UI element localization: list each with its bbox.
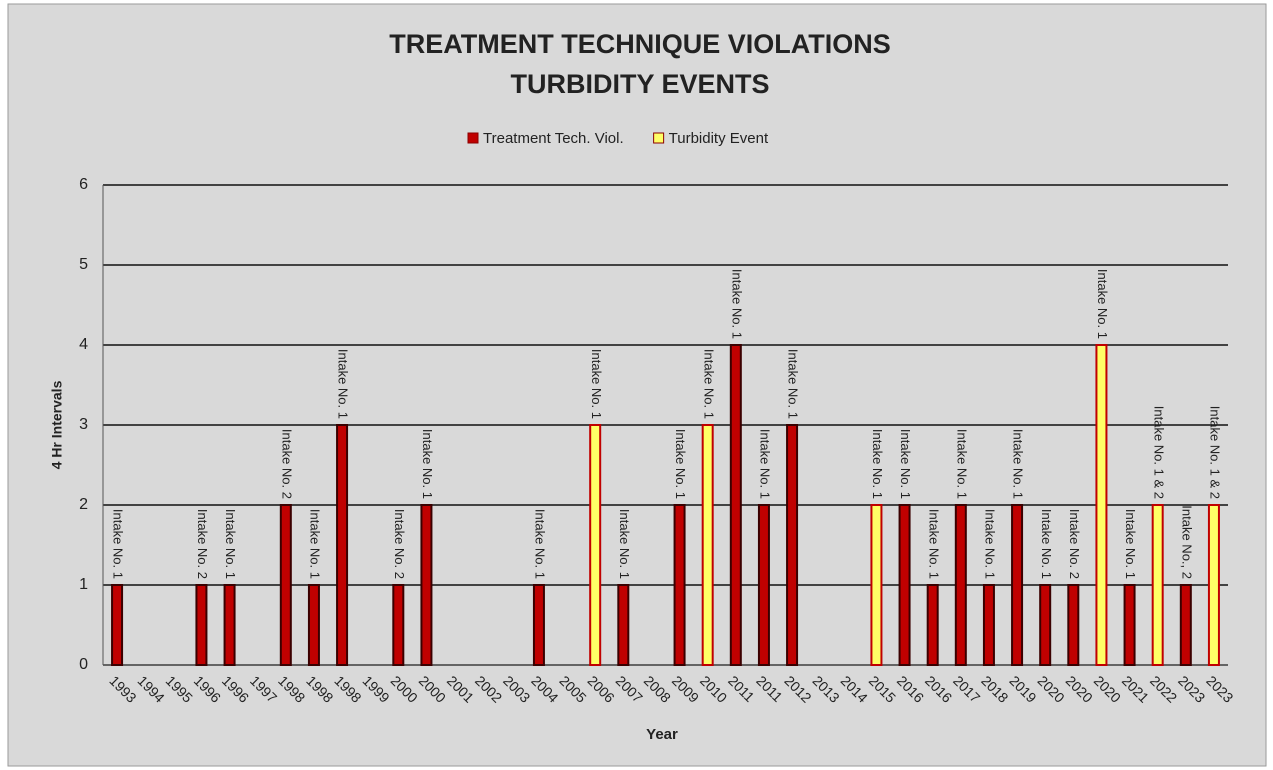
bar — [1067, 584, 1080, 666]
data-label: Intake No. 1 & 2 — [1151, 406, 1166, 499]
data-label: Intake No. 1 — [308, 509, 323, 579]
bar — [111, 584, 124, 666]
y-tick-label: 1 — [79, 576, 88, 593]
data-label: Intake No. 1 — [983, 509, 998, 579]
bar — [532, 584, 545, 666]
data-label: Intake No. 2 — [1067, 509, 1082, 579]
y-axis-title: 4 Hr Intervals — [49, 380, 65, 469]
bar — [617, 584, 630, 666]
bar — [1207, 504, 1220, 666]
bar — [673, 504, 686, 666]
bar — [870, 504, 883, 666]
bar — [898, 504, 911, 666]
chart-subtitle: TURBIDITY EVENTS — [510, 69, 769, 99]
y-tick-label: 2 — [79, 496, 88, 513]
bar — [1123, 584, 1136, 666]
bar — [982, 584, 995, 666]
data-label: Intake No. 1 — [223, 509, 238, 579]
data-label: Intake No. 1 — [1039, 509, 1054, 579]
bar — [954, 504, 967, 666]
bar — [1095, 344, 1108, 666]
data-label: Intake No. 2 — [392, 509, 407, 579]
bar — [926, 584, 939, 666]
data-label: Intake No. 1 — [1011, 429, 1026, 499]
y-tick-label: 3 — [79, 416, 88, 433]
bar — [336, 424, 349, 666]
bar — [420, 504, 433, 666]
data-label: Intake No. 1 — [617, 509, 632, 579]
data-label: Intake No. 1 — [533, 509, 548, 579]
data-label: Intake No. 1 — [111, 509, 126, 579]
data-label: Intake No. 1 — [758, 429, 773, 499]
data-label: Intake No. 1 — [898, 429, 913, 499]
bar — [589, 424, 602, 666]
data-label: Intake No. 2 — [195, 509, 210, 579]
data-label: Intake No. 1 — [926, 509, 941, 579]
chart-background — [7, 3, 1267, 767]
legend-label: Treatment Tech. Viol. — [483, 130, 624, 147]
bar — [223, 584, 236, 666]
data-label: Intake No. 1 — [786, 349, 801, 419]
data-label: Intake No. 1 — [420, 429, 435, 499]
data-label: Intake No. 1 — [729, 269, 744, 339]
bar — [1039, 584, 1052, 666]
legend-label: Turbidity Event — [669, 130, 769, 147]
bar — [701, 424, 714, 666]
data-label: Intake No. 1 — [1123, 509, 1138, 579]
bar — [279, 504, 292, 666]
y-tick-label: 6 — [79, 176, 88, 193]
data-label: Intake No. 2 — [279, 429, 294, 499]
y-tick-label: 4 — [79, 336, 88, 353]
bar — [307, 584, 320, 666]
data-label: Intake No. 1 — [589, 349, 604, 419]
data-label: Intake No. 1 — [673, 429, 688, 499]
bar — [729, 344, 742, 666]
legend-swatch — [467, 132, 479, 144]
data-label: Intake No. 1 & 2 — [1208, 406, 1223, 499]
bar — [786, 424, 799, 666]
data-label: Intake No. 1 — [1095, 269, 1110, 339]
chart-title: TREATMENT TECHNIQUE VIOLATIONS — [389, 29, 891, 59]
x-axis-title: Year — [646, 726, 678, 743]
bar — [757, 504, 770, 666]
y-tick-label: 0 — [79, 656, 88, 673]
bar — [1179, 584, 1192, 666]
data-label: Intake No., 2 — [1179, 505, 1194, 579]
data-label: Intake No. 1 — [954, 429, 969, 499]
data-label: Intake No. 1 — [336, 349, 351, 419]
bar — [195, 584, 208, 666]
data-label: Intake No. 1 — [870, 429, 885, 499]
bar — [392, 584, 405, 666]
legend-swatch — [653, 132, 665, 144]
bar — [1011, 504, 1024, 666]
y-tick-label: 5 — [79, 256, 88, 273]
bar — [1151, 504, 1164, 666]
data-label: Intake No. 1 — [701, 349, 716, 419]
